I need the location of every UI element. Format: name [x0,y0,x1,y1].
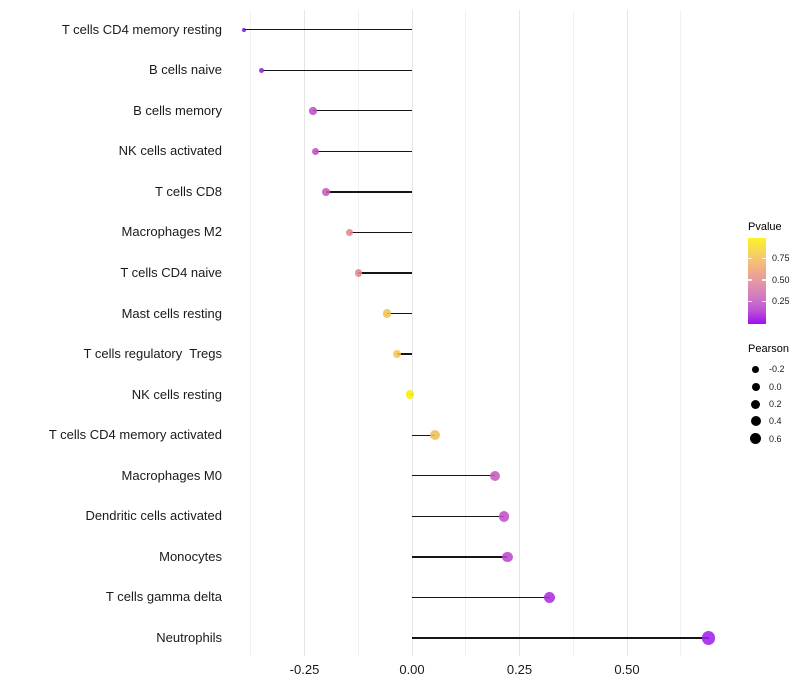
y-axis-category-label: B cells memory [133,102,222,118]
gridline-major [519,10,520,656]
data-point [701,631,716,645]
y-axis-category-label: T cells CD8 [155,183,222,199]
data-point [345,228,354,237]
gridline-major [304,10,305,656]
y-axis-category-label: B cells naive [149,62,222,78]
x-axis-tick-label: -0.25 [289,662,320,677]
data-point [258,67,265,73]
data-point [502,551,513,563]
lollipop-stem [396,353,412,355]
pearson-legend-label: 0.6 [769,433,782,444]
x-axis-tick-label: 0.25 [506,662,533,677]
x-axis-tick-label: 0.00 [399,662,425,677]
gridline-minor [250,10,252,656]
gridline-minor [680,10,682,656]
y-axis-category-label: Dendritic cells activated [85,508,222,524]
pearson-legend-dot [750,433,762,445]
y-axis-category-label: Macrophages M2 [121,224,222,240]
y-axis-category-label: Monocytes [159,548,222,564]
pearson-legend-label: 0.0 [769,381,782,392]
data-point [242,27,247,32]
y-axis-category-label: NK cells resting [131,386,222,402]
pearson-legend-label: 0.4 [769,416,782,427]
data-point [309,107,317,115]
lollipop-stem [412,637,709,639]
data-point [382,309,392,318]
pearson-legend-dot [751,399,761,409]
data-point [429,430,440,441]
pearson-legend-dot [752,365,760,373]
data-point [543,591,556,604]
colorbar-tick [748,257,752,259]
colorbar-tick [762,257,766,259]
lollipop-stem [412,596,550,599]
lollipop-stem [326,191,412,193]
gridline-minor [465,10,467,656]
lollipop-stem [244,29,412,31]
gridline-minor [357,10,359,656]
y-axis-category-label: T cells CD4 memory resting [61,21,222,37]
pearson-legend-label: 0.2 [769,399,782,409]
pvalue-legend-title: Pvalue [748,221,782,233]
lollipop-stem [412,434,435,436]
pearson-legend-dot [751,382,760,391]
lollipop-stem [412,515,505,517]
lollipop-stem [387,312,412,315]
y-axis-category-label: Mast cells resting [121,305,222,321]
lollipop-stem [261,69,412,71]
lollipop-stem [349,231,412,234]
y-axis-category-label: NK cells activated [118,143,222,159]
data-point [405,390,415,399]
pearson-legend-title: Pearson [748,343,789,355]
data-point [392,349,402,359]
pearson-legend-dot [750,416,761,427]
data-point [322,188,330,196]
colorbar-tick [762,300,766,302]
y-axis-category-label: T cells regulatory Tregs [83,346,222,362]
data-point [311,147,319,156]
y-axis-category-label: T cells gamma delta [105,589,222,605]
colorbar-tick [748,279,752,281]
colorbar-tick-label: 0.25 [772,296,790,307]
lollipop-stem [412,556,508,558]
colorbar-tick [748,300,752,302]
pvalue-colorbar [748,238,766,324]
data-point [489,470,501,481]
y-axis-category-label: T cells CD4 memory activated [48,427,222,443]
y-axis-category-label: Neutrophils [156,629,222,645]
gridline-major [626,10,628,656]
data-point [498,511,510,522]
lollipop-stem [358,272,412,274]
data-point [354,269,362,277]
lollipop-stem [412,475,495,477]
colorbar-tick-label: 0.50 [772,274,790,285]
y-axis-category-label: Macrophages M0 [121,467,222,483]
colorbar-tick-label: 0.75 [772,253,790,264]
y-axis-category-label: T cells CD4 naive [120,265,222,280]
colorbar-tick [762,279,766,281]
x-axis-tick-label: 0.50 [614,662,640,677]
gridline-minor [572,10,574,656]
lollipop-stem [315,150,412,153]
lollipop-stem [313,110,412,112]
gridline-major [411,10,413,656]
pearson-legend-label: -0.2 [769,364,785,375]
